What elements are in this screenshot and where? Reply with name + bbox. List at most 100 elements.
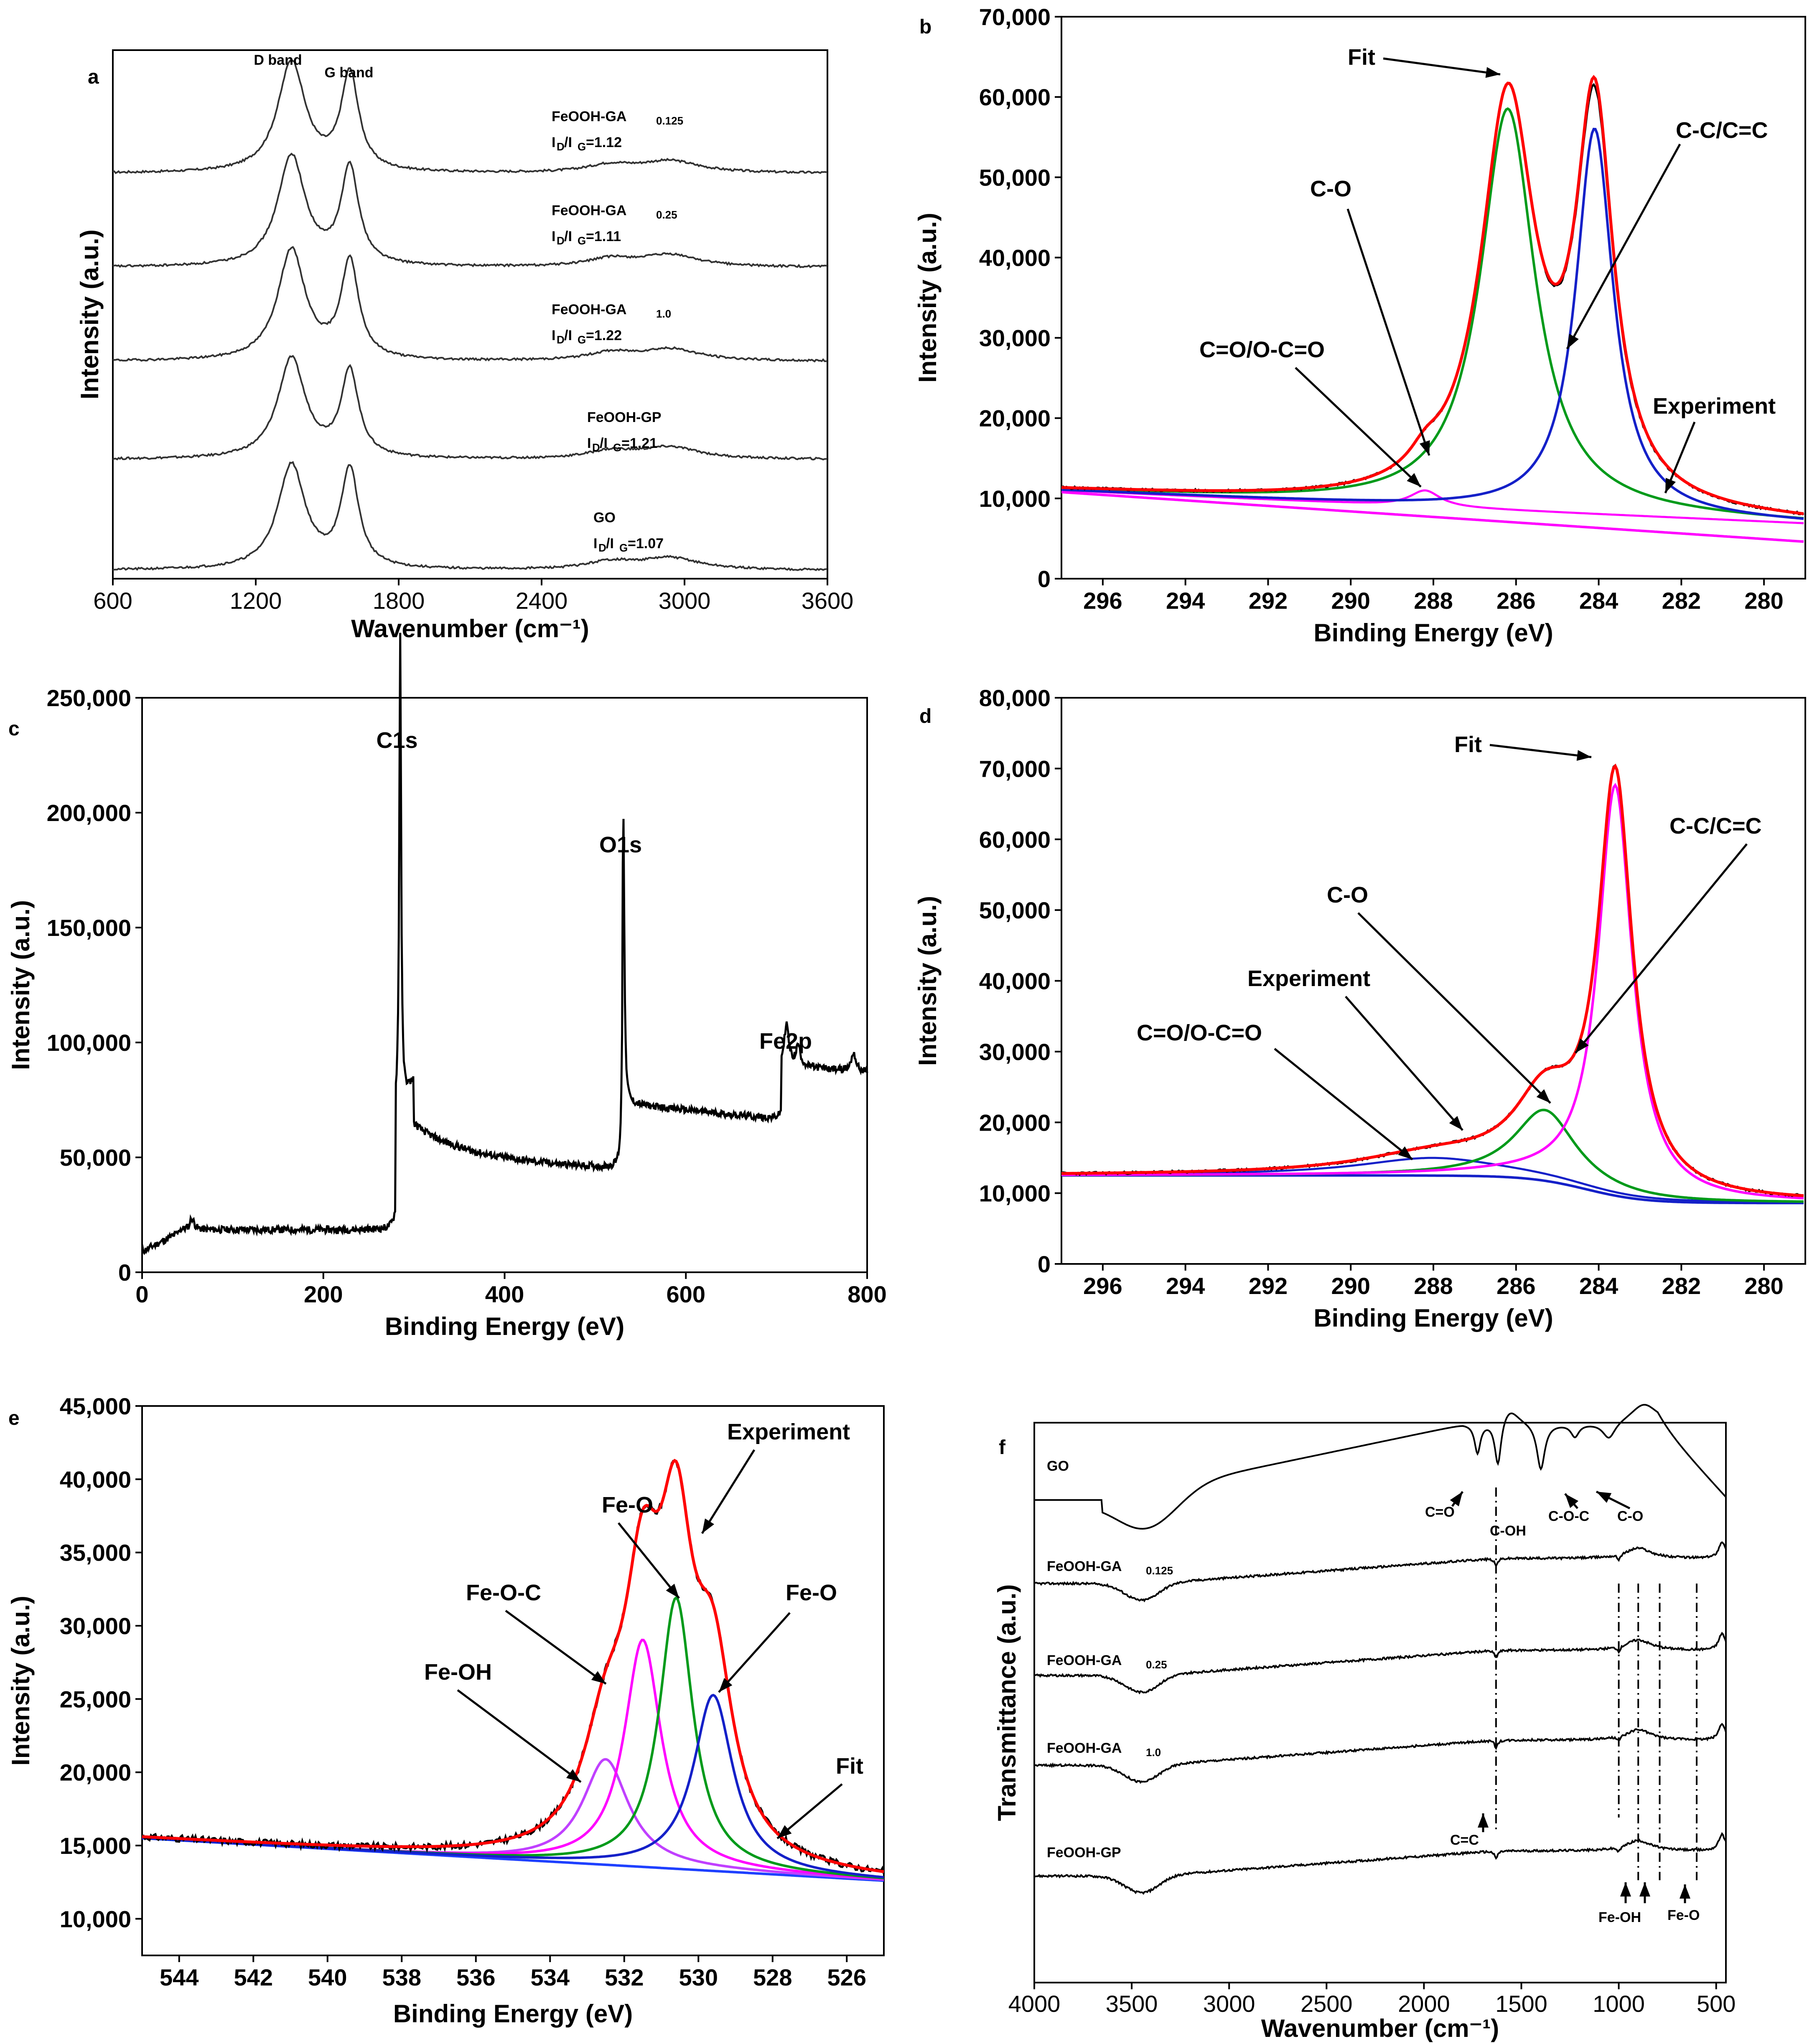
c-xlabel: Binding Energy (eV) — [385, 1312, 624, 1340]
b-c-o-component — [1061, 107, 1804, 520]
a-ratio-sub-d: D — [557, 333, 565, 346]
f-series-name: GO — [1047, 1458, 1069, 1474]
d-ytick-label: 20,000 — [979, 1109, 1051, 1136]
e-fe-o-2-component — [142, 1693, 884, 1879]
e-fit-label: Fit — [836, 1754, 863, 1779]
b-ytick-label: 30,000 — [979, 325, 1051, 351]
d-ytick-label: 50,000 — [979, 897, 1051, 923]
a-ratio-sub-g: G — [619, 542, 628, 554]
a-series-name: FeOOH-GA — [552, 109, 626, 125]
f-c-o-2-arrow — [1596, 1490, 1631, 1510]
a-ratio-i2: /I — [606, 536, 614, 552]
f-c-o-arrow — [1450, 1491, 1464, 1507]
e-experiment-label: Experiment — [727, 1419, 850, 1444]
e-ytick-label: 30,000 — [60, 1613, 131, 1639]
f-xtick-label: 2500 — [1300, 1991, 1353, 2017]
e-fe-o-2-arrow-shaft — [718, 1612, 791, 1693]
d-axes-frame — [1061, 697, 1806, 1265]
d-c-o-label: C-O — [1327, 882, 1368, 908]
e-fit-arrow — [776, 1783, 843, 1839]
a-series-subscript: 0.25 — [656, 208, 677, 221]
a-ratio-sub-d: D — [557, 140, 565, 153]
d-experiment-arrow-shaft — [1345, 996, 1463, 1131]
b-experiment-arrow-head — [1665, 478, 1676, 493]
a-g-band-label: G band — [324, 65, 373, 81]
f-c-c-arrow — [1478, 1813, 1489, 1832]
a-ratio-value: =1.21 — [621, 435, 657, 451]
e-fe-o-arrow — [618, 1522, 680, 1599]
d-ytick-label: 60,000 — [979, 826, 1051, 853]
c-xtick-label: 200 — [304, 1281, 343, 1307]
b-xtick-label: 284 — [1579, 587, 1618, 614]
b-experiment-line — [1061, 82, 1804, 516]
c-ytick-label: 50,000 — [60, 1144, 131, 1171]
e-ytick-label: 35,000 — [60, 1540, 131, 1566]
e-fe-o-arrow-head — [666, 1584, 679, 1598]
e-experiment-line — [141, 1460, 885, 1874]
b-fit-line — [1061, 75, 1804, 515]
c-xtick-label: 800 — [847, 1281, 886, 1307]
a-ratio-i: I — [552, 328, 555, 343]
b-c-c-label: C-C/C=C — [1676, 118, 1768, 143]
e-fe-oh-arrow-shaft — [457, 1689, 582, 1783]
b-xtick-label: 292 — [1249, 587, 1288, 614]
b-ytick-label: 50,000 — [979, 164, 1051, 191]
e-experiment-arrow — [701, 1449, 756, 1534]
c-ytick-label: 250,000 — [47, 685, 131, 711]
d-ytick-label: 0 — [1038, 1251, 1051, 1277]
d-experiment-label: Experiment — [1247, 966, 1370, 991]
b-xtick-label: 296 — [1083, 587, 1122, 614]
d-xtick-label: 296 — [1083, 1273, 1122, 1299]
b-ytick-label: 70,000 — [979, 4, 1051, 30]
b-c-c-arrow-head — [1567, 333, 1579, 349]
e-fe-o-arrow-shaft — [618, 1522, 680, 1599]
d-fit-arrow-shaft — [1489, 744, 1592, 758]
b-ytick-label: 40,000 — [979, 244, 1051, 271]
a-panel-label: a — [88, 66, 99, 88]
c-ytick-label: 150,000 — [47, 915, 131, 941]
f-xtick-label: 4000 — [1008, 1991, 1061, 2017]
a-xtick-label: 600 — [93, 587, 132, 614]
b-xlabel: Binding Energy (eV) — [1313, 619, 1553, 647]
d-fit-label: Fit — [1454, 732, 1482, 757]
f-fe-oh-arrow — [1620, 1882, 1631, 1903]
b-experiment-arrow — [1664, 422, 1696, 493]
e-experiment-arrow-shaft — [701, 1449, 756, 1534]
b-xtick-label: 290 — [1331, 587, 1370, 614]
f-series-line — [1034, 1632, 1727, 1695]
b-c-o-c-o-arrow — [1295, 367, 1422, 488]
b-c-o-c-o-label: C=O/O-C=O — [1199, 337, 1325, 362]
f-c-o-label: C=O — [1425, 1504, 1455, 1520]
b-c-o-arrow-shaft — [1346, 208, 1430, 456]
e-xtick-label: 526 — [827, 1964, 866, 1991]
d-ytick-label: 30,000 — [979, 1039, 1051, 1065]
e-ytick-label: 10,000 — [60, 1906, 131, 1932]
b-xtick-label: 288 — [1414, 587, 1453, 614]
f-fe-o-arrow — [1680, 1884, 1690, 1903]
e-ylabel: Intensity (a.u.) — [7, 1596, 35, 1766]
d-experiment-arrow — [1345, 996, 1463, 1131]
f-series-subscript: 0.125 — [1146, 1564, 1173, 1577]
f-series-line — [1033, 1723, 1727, 1784]
a-ratio-sub-g: G — [578, 333, 586, 346]
e-fe-o-c-label: Fe-O-C — [466, 1580, 541, 1605]
f-c-o-c-label: C-O-C — [1548, 1508, 1589, 1524]
a-ratio-value: =1.12 — [586, 135, 622, 150]
a-ratio-value: =1.11 — [586, 229, 621, 244]
b-c-c-arrow-shaft — [1566, 143, 1681, 350]
a-ylabel: Intensity (a.u.) — [76, 229, 104, 399]
d-c-o-arrow-head — [1536, 1089, 1550, 1103]
d-c-o-arrow — [1357, 912, 1551, 1104]
e-xtick-label: 528 — [753, 1964, 792, 1991]
f-xtick-label: 1500 — [1495, 1991, 1547, 2017]
d-c-o-arrow-shaft — [1357, 912, 1551, 1104]
d-xtick-label: 290 — [1331, 1273, 1370, 1299]
c-axes-frame — [141, 697, 868, 1273]
b-xtick-label: 280 — [1744, 587, 1783, 614]
e-fe-o-2-arrow-head — [719, 1678, 733, 1692]
a-series-subscript: 1.0 — [656, 308, 671, 320]
a-ratio-value: =1.07 — [628, 536, 664, 552]
f-series-subscript: 0.25 — [1146, 1658, 1167, 1671]
f-fe-oh-arrow-2 — [1639, 1882, 1650, 1903]
c-ytick-label: 200,000 — [47, 800, 131, 826]
